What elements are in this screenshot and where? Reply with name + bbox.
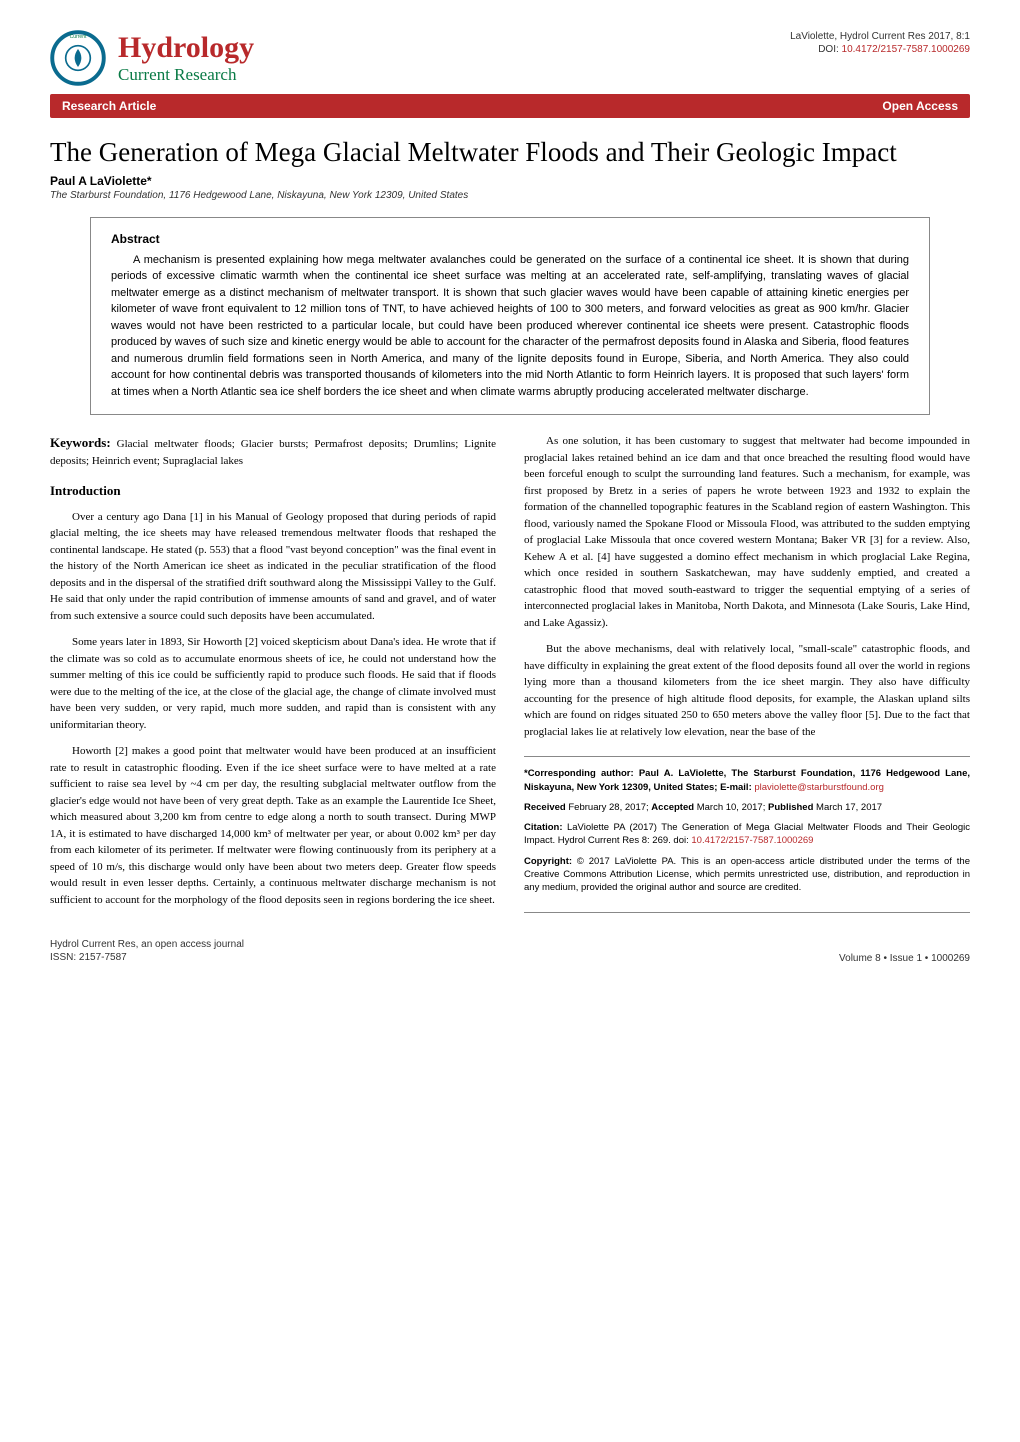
copyright-text: © 2017 LaViolette PA. This is an open-ac… xyxy=(524,856,970,894)
copyright-label: Copyright: xyxy=(524,856,577,867)
intro-para: Howorth [2] makes a good point that melt… xyxy=(50,743,496,908)
open-access-label: Open Access xyxy=(882,99,958,113)
dates-line: Received February 28, 2017; Accepted Mar… xyxy=(524,801,970,814)
header-citation: LaViolette, Hydrol Current Res 2017, 8:1… xyxy=(790,30,970,56)
body-columns: Keywords: Glacial meltwater floods; Glac… xyxy=(50,433,970,918)
corresponding-author: *Corresponding author: Paul A. LaViolett… xyxy=(524,767,970,794)
intro-para: Some years later in 1893, Sir Howorth [2… xyxy=(50,634,496,733)
intro-para: Over a century ago Dana [1] in his Manua… xyxy=(50,509,496,625)
abstract-text: A mechanism is presented explaining how … xyxy=(111,252,909,401)
right-column: As one solution, it has been customary t… xyxy=(524,433,970,918)
accepted-date: March 10, 2017; xyxy=(697,802,768,813)
received-label: Received xyxy=(524,802,568,813)
citation-doi-link[interactable]: 10.4172/2157-7587.1000269 xyxy=(691,835,813,846)
footer-journal: Hydrol Current Res, an open access journ… xyxy=(50,938,244,951)
published-label: Published xyxy=(768,802,816,813)
keywords-label: Keywords: xyxy=(50,435,111,450)
citation-line: LaViolette, Hydrol Current Res 2017, 8:1 xyxy=(790,30,970,43)
article-type-banner: Research Article Open Access xyxy=(50,94,970,118)
keywords-block: Keywords: Glacial meltwater floods; Glac… xyxy=(50,433,496,469)
author-name: Paul A LaViolette* xyxy=(50,174,970,188)
footer-volume: Volume 8 • Issue 1 • 1000269 xyxy=(839,953,970,964)
abstract-box: Abstract A mechanism is presented explai… xyxy=(90,217,930,416)
published-date: March 17, 2017 xyxy=(816,802,882,813)
left-column: Keywords: Glacial meltwater floods; Glac… xyxy=(50,433,496,918)
received-date: February 28, 2017; xyxy=(568,802,651,813)
correspondence-box: *Corresponding author: Paul A. LaViolett… xyxy=(524,756,970,912)
footer-left: Hydrol Current Res, an open access journ… xyxy=(50,938,244,964)
citation-label: Citation: xyxy=(524,822,567,833)
article-type: Research Article xyxy=(62,99,156,113)
page-header: Current Hydrology Current Research LaVio… xyxy=(50,30,970,86)
journal-title: Hydrology xyxy=(118,31,254,65)
article-title: The Generation of Mega Glacial Meltwater… xyxy=(50,136,970,170)
journal-subtitle: Current Research xyxy=(118,65,254,85)
author-affiliation: The Starburst Foundation, 1176 Hedgewood… xyxy=(50,190,970,201)
intro-para: As one solution, it has been customary t… xyxy=(524,433,970,631)
doi-label: DOI: xyxy=(818,44,841,55)
citation-block: Citation: LaViolette PA (2017) The Gener… xyxy=(524,821,970,848)
abstract-heading: Abstract xyxy=(111,232,909,246)
author-email[interactable]: plaviolette@starburstfound.org xyxy=(754,782,884,793)
intro-heading: Introduction xyxy=(50,481,496,501)
footer-issn: ISSN: 2157-7587 xyxy=(50,951,244,964)
keywords-text: Glacial meltwater floods; Glacier bursts… xyxy=(50,438,496,467)
page-footer: Hydrol Current Res, an open access journ… xyxy=(50,938,970,964)
svg-text:Current: Current xyxy=(70,34,87,40)
journal-logo-icon: Current xyxy=(50,30,106,86)
corresponding-text: *Corresponding author: Paul A. LaViolett… xyxy=(524,768,970,792)
doi-link[interactable]: 10.4172/2157-7587.1000269 xyxy=(842,44,970,55)
logo-title-block: Current Hydrology Current Research xyxy=(50,30,254,86)
accepted-label: Accepted xyxy=(651,802,696,813)
intro-para: But the above mechanisms, deal with rela… xyxy=(524,641,970,740)
copyright-block: Copyright: © 2017 LaViolette PA. This is… xyxy=(524,855,970,895)
